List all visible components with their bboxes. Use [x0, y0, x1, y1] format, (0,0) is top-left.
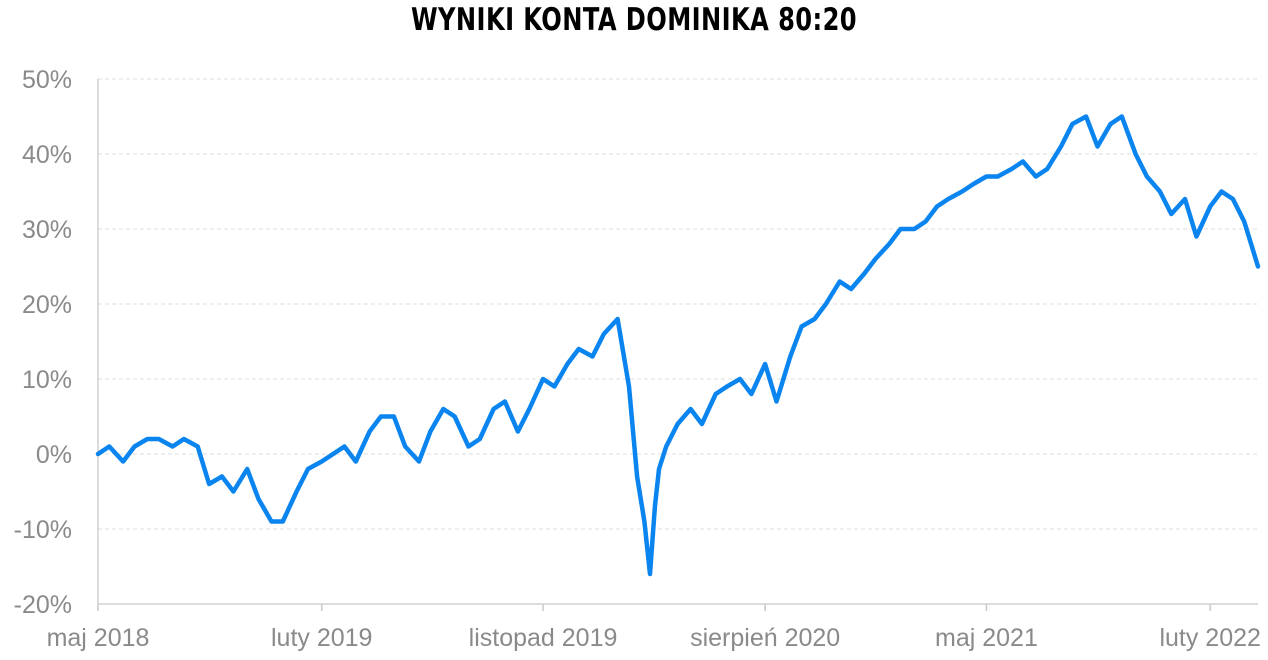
- y-tick-label: 0%: [36, 441, 72, 469]
- y-axis-ticks: -20% -10% 0% 10% 20% 30% 40% 50%: [14, 66, 72, 619]
- x-tick-label: listopad 2019: [469, 624, 618, 652]
- x-tick-label: luty 2019: [271, 624, 372, 652]
- series-line: [95, 114, 1261, 577]
- x-tick-label: maj 2021: [935, 624, 1038, 652]
- y-tick-label: 50%: [22, 66, 72, 94]
- y-tick-label: -10%: [14, 516, 72, 544]
- x-axis-ticks: maj 2018 luty 2019 listopad 2019 sierpień 2…: [47, 604, 1261, 652]
- y-tick-label: -20%: [14, 591, 72, 619]
- y-tick-label: 30%: [22, 216, 72, 244]
- y-tick-label: 10%: [22, 366, 72, 394]
- chart-title: WYNIKI KONTA DOMINIKA 80:20: [410, 2, 858, 38]
- y-tick-label: 40%: [22, 141, 72, 169]
- x-tick-label: luty 2022: [1159, 624, 1260, 652]
- x-tick-label: sierpień 2020: [690, 624, 840, 652]
- gridlines: [97, 78, 1258, 604]
- y-tick-label: 20%: [22, 291, 72, 319]
- x-tick-label: maj 2018: [47, 624, 150, 652]
